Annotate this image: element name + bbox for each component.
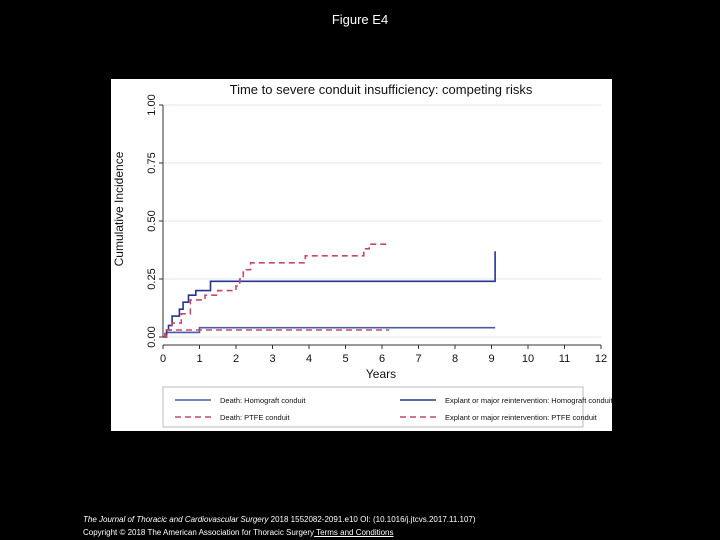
x-tick-label: 6 bbox=[379, 353, 385, 365]
x-tick-label: 3 bbox=[269, 353, 275, 365]
y-tick-label: 1.00 bbox=[146, 94, 158, 115]
chart-svg: 0.000.250.500.751.000 1 2 3 4 5 6 7 8 9 10 11 12 Dea… bbox=[112, 82, 612, 428]
x-tick-label: 8 bbox=[452, 353, 458, 365]
y-tick-label: 0.50 bbox=[146, 210, 158, 231]
chart-title: Time to severe conduit insufficiency: co… bbox=[230, 82, 533, 97]
legend-label: Explant or major reintervention: PTFE co… bbox=[445, 413, 598, 422]
chart-panel: 0.00 0.25 0.50 0.75 1.00 0 1 2 3 4 5 6 7 8 9 10 11 12 Dea… bbox=[111, 79, 612, 431]
x-tick-label: 5 bbox=[342, 353, 348, 365]
x-tick-label: 7 bbox=[415, 353, 421, 365]
series-line-1 bbox=[163, 326, 496, 338]
footer-copyright: Copyright © 2018 The American Associatio… bbox=[83, 528, 394, 537]
y-tick-label: 0.75 bbox=[146, 152, 158, 173]
y-tick-label: 0.25 bbox=[146, 268, 158, 289]
series-line-4 bbox=[163, 243, 390, 338]
legend-box bbox=[162, 386, 584, 428]
journal-name: The Journal of Thoracic and Cardiovascul… bbox=[83, 515, 269, 524]
x-tick-label: 12 bbox=[595, 353, 607, 365]
legend-label: Death: Homograft conduit bbox=[220, 396, 306, 405]
figure-title: Figure E4 bbox=[331, 12, 389, 27]
x-tick-label: 2 bbox=[233, 353, 239, 365]
x-tick-label: 4 bbox=[306, 353, 312, 365]
legend-label: Explant or major reintervention: Homogra… bbox=[445, 396, 612, 405]
x-tick-label: 1 bbox=[196, 353, 202, 365]
series-line-2 bbox=[163, 251, 496, 338]
x-tick-label: 0 bbox=[160, 353, 166, 365]
x-axis-label: Years bbox=[366, 367, 396, 381]
legend-label: Death: PTFE conduit bbox=[220, 413, 291, 422]
y-axis-label: Cumulative Incidence bbox=[112, 151, 126, 266]
x-tick-label: 10 bbox=[522, 353, 534, 365]
series-line-3 bbox=[163, 329, 390, 338]
x-tick-label: 11 bbox=[559, 353, 570, 365]
copyright-text: Copyright © 2018 The American Associatio… bbox=[83, 528, 315, 537]
citation-text: 2018 1552082-2091.e10 OI: (10.1016/j.jtc… bbox=[268, 515, 476, 524]
terms-link[interactable]: Terms and Conditions bbox=[314, 528, 394, 537]
y-tick-label: 0.00 bbox=[146, 326, 158, 347]
x-tick-label: 9 bbox=[488, 353, 494, 365]
footer-citation: The Journal of Thoracic and Cardiovascul… bbox=[83, 515, 476, 524]
